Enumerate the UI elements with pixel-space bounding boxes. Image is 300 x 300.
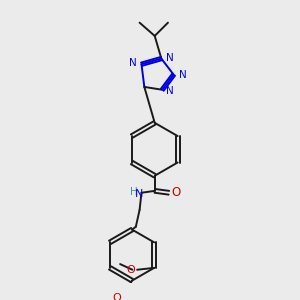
- Text: O: O: [127, 265, 135, 275]
- Text: N: N: [166, 86, 174, 96]
- Text: O: O: [112, 292, 121, 300]
- Text: N: N: [166, 52, 174, 63]
- Text: H: H: [130, 187, 138, 197]
- Text: O: O: [171, 186, 180, 199]
- Text: N: N: [135, 189, 143, 199]
- Text: N: N: [179, 70, 187, 80]
- Text: N: N: [129, 58, 137, 68]
